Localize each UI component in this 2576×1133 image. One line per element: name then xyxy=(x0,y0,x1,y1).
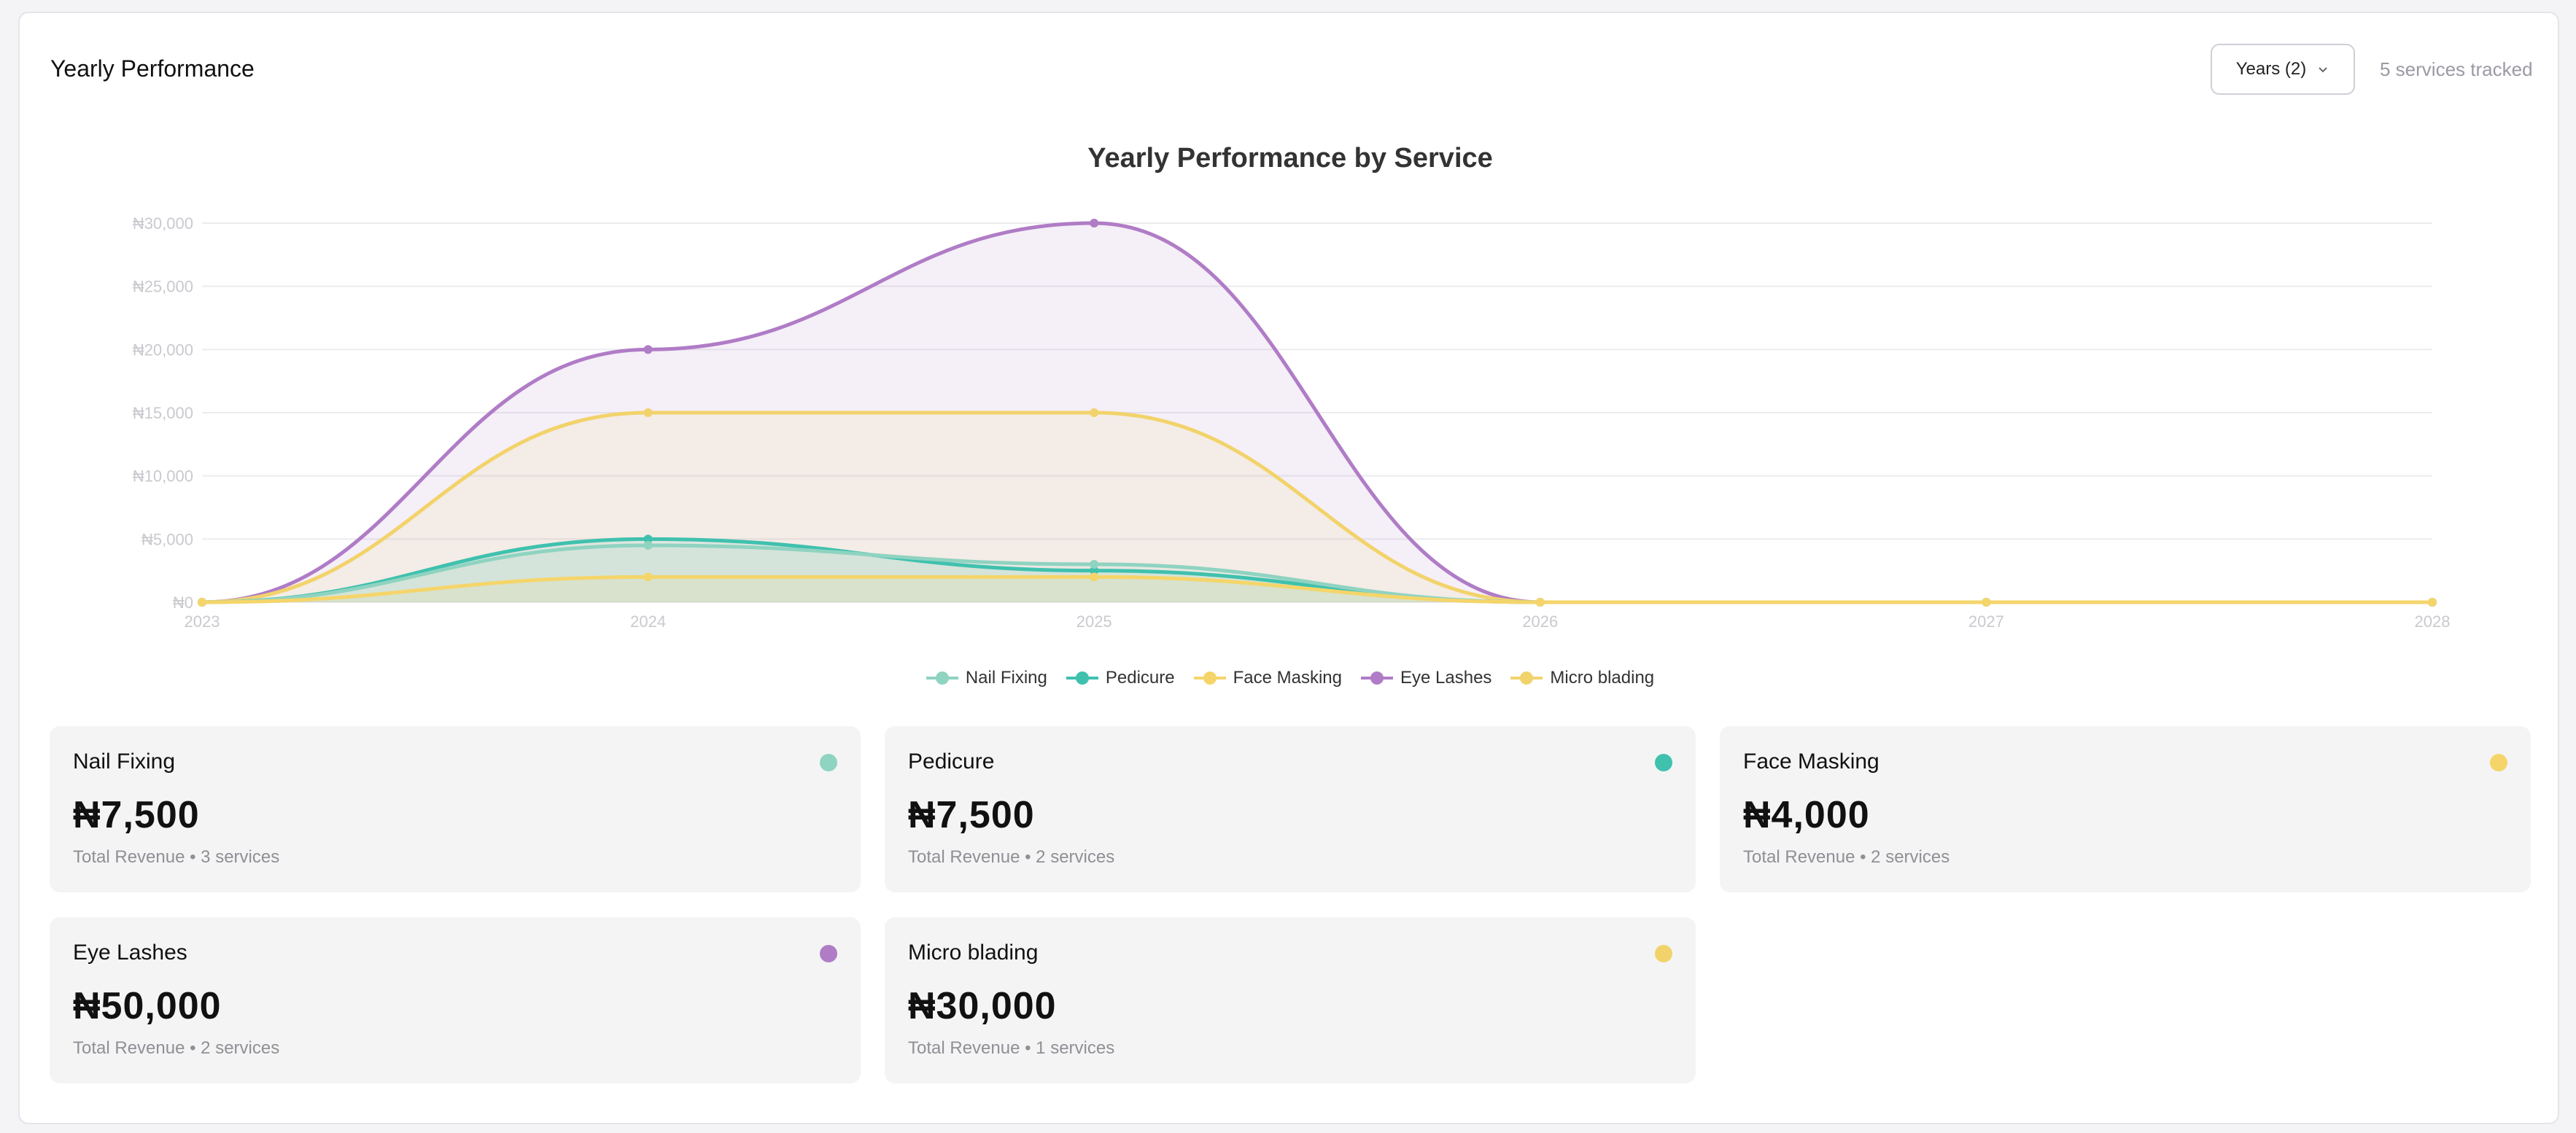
service-color-dot xyxy=(820,945,837,962)
legend-item[interactable]: Eye Lashes xyxy=(1361,668,1491,688)
legend-swatch-icon xyxy=(1066,671,1098,685)
chart-title: Yearly Performance by Service xyxy=(1087,143,1493,174)
legend-item[interactable]: Pedicure xyxy=(1066,668,1175,688)
data-point xyxy=(643,534,653,544)
service-card: Pedicure ₦7,500 Total Revenue • 2 services xyxy=(885,726,1696,892)
data-point xyxy=(198,598,206,607)
service-revenue: ₦7,500 xyxy=(908,794,1035,836)
yearly-performance-panel: Yearly Performance Years (2) 5 services … xyxy=(18,12,2559,1124)
data-point xyxy=(1090,408,1099,417)
y-tick-label: ₦25,000 xyxy=(133,278,193,296)
data-point xyxy=(643,345,653,354)
service-name: Nail Fixing xyxy=(73,750,176,774)
service-color-dot xyxy=(820,754,837,771)
service-revenue: ₦7,500 xyxy=(73,794,200,836)
legend-label: Micro blading xyxy=(1550,668,1655,688)
y-tick-label: ₦30,000 xyxy=(133,214,193,233)
y-tick-label: ₦0 xyxy=(173,593,193,612)
chart-legend: Nail Fixing Pedicure Face Masking Eye Lashe… xyxy=(20,668,2561,688)
data-point xyxy=(1090,572,1099,582)
service-subtitle: Total Revenue • 1 services xyxy=(908,1038,1115,1058)
service-name: Pedicure xyxy=(908,750,995,774)
legend-swatch-icon xyxy=(926,671,958,685)
x-tick-label: 2024 xyxy=(630,612,666,631)
service-revenue: ₦4,000 xyxy=(1743,794,1870,836)
legend-label: Nail Fixing xyxy=(965,668,1047,688)
services-tracked-count: 5 services tracked xyxy=(2380,58,2533,80)
y-tick-label: ₦10,000 xyxy=(133,467,193,486)
data-point xyxy=(643,541,653,550)
data-point xyxy=(1090,566,1099,575)
legend-item[interactable]: Micro blading xyxy=(1510,668,1654,688)
service-subtitle: Total Revenue • 2 services xyxy=(73,1038,280,1058)
data-point xyxy=(1090,560,1099,569)
data-point xyxy=(2428,598,2437,607)
chart-container: Yearly Performance by Service ₦0 ₦5,000 ₦1… xyxy=(20,108,2558,713)
series-line xyxy=(201,575,2432,604)
service-card: Eye Lashes ₦50,000 Total Revenue • 2 servi… xyxy=(50,917,861,1083)
y-tick-label: ₦20,000 xyxy=(133,340,193,359)
x-tick-label: 2025 xyxy=(1076,612,1112,631)
legend-swatch-icon xyxy=(1361,671,1393,685)
service-card: Face Masking ₦4,000 Total Revenue • 2 serv… xyxy=(1720,726,2531,892)
service-color-dot xyxy=(1655,945,1672,962)
x-tick-label: 2027 xyxy=(1968,612,2004,631)
x-tick-label: 2028 xyxy=(2415,612,2451,631)
service-subtitle: Total Revenue • 2 services xyxy=(908,847,1115,867)
y-tick-label: ₦15,000 xyxy=(133,404,193,422)
data-point xyxy=(1535,598,1545,607)
service-color-dot xyxy=(2490,754,2507,771)
service-color-dot xyxy=(1655,754,1672,771)
service-card: Micro blading ₦30,000 Total Revenue • 1 se… xyxy=(885,917,1696,1083)
legend-item[interactable]: Nail Fixing xyxy=(926,668,1047,688)
x-tick-label: 2026 xyxy=(1522,612,1558,631)
legend-label: Face Masking xyxy=(1233,668,1342,688)
area-chart: ₦0 ₦5,000 ₦10,000 ₦15,000 ₦20,000 ₦25,000 ₦30,… xyxy=(133,214,2451,631)
data-point xyxy=(1090,219,1099,227)
legend-swatch-icon xyxy=(1193,671,1226,685)
page-title: Yearly Performance xyxy=(50,55,255,82)
service-revenue: ₦30,000 xyxy=(908,985,1057,1027)
service-card: Nail Fixing ₦7,500 Total Revenue • 3 servi… xyxy=(50,726,861,892)
years-dropdown-label: Years (2) xyxy=(2235,59,2307,79)
years-dropdown-button[interactable]: Years (2) xyxy=(2211,44,2355,95)
data-point xyxy=(643,408,653,417)
series-area xyxy=(202,577,2432,602)
data-point xyxy=(1982,598,1991,607)
data-point xyxy=(643,572,653,582)
service-name: Face Masking xyxy=(1743,750,1879,774)
legend-item[interactable]: Face Masking xyxy=(1193,668,1342,688)
series-area xyxy=(202,545,2432,602)
chevron-down-icon xyxy=(2319,67,2327,73)
legend-label: Pedicure xyxy=(1105,668,1175,688)
service-name: Micro blading xyxy=(908,941,1039,965)
service-revenue: ₦50,000 xyxy=(73,985,222,1027)
service-subtitle: Total Revenue • 3 services xyxy=(73,847,280,867)
service-subtitle: Total Revenue • 2 services xyxy=(1743,847,1950,867)
legend-label: Eye Lashes xyxy=(1400,668,1492,688)
series-area xyxy=(202,539,2432,602)
x-tick-label: 2023 xyxy=(185,612,220,631)
legend-swatch-icon xyxy=(1510,671,1543,685)
y-tick-label: ₦5,000 xyxy=(141,530,193,548)
service-name: Eye Lashes xyxy=(73,941,187,965)
